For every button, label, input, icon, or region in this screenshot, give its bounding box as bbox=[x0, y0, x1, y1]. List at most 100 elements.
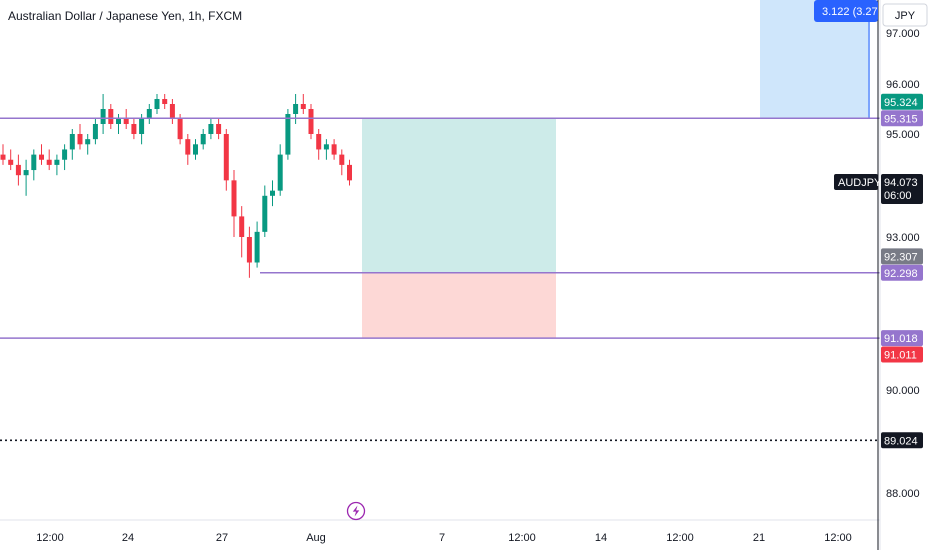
price-badge-bg bbox=[881, 346, 923, 363]
lightning-icon[interactable] bbox=[346, 501, 366, 521]
measure-badge-text: 3.122 (3.27 bbox=[822, 6, 878, 18]
horizontal-levels bbox=[0, 117, 880, 442]
candle bbox=[331, 139, 337, 160]
candle-body bbox=[193, 144, 198, 155]
level-price-badge: 95.315 bbox=[881, 110, 923, 127]
candle-body bbox=[131, 124, 137, 134]
price-badges: 95.315 92.298 91.018 95.324 92.307 91.011 89.0… bbox=[814, 0, 923, 449]
measure-badge[interactable]: 3.122 (3.27 bbox=[814, 0, 878, 22]
candle bbox=[231, 170, 237, 237]
candle bbox=[262, 185, 268, 237]
price-axis[interactable]: 97.000 96.000 95.000 93.000 90.000 88.000 bbox=[886, 28, 920, 500]
time-tick-label: 12:00 bbox=[508, 532, 536, 544]
candle bbox=[54, 154, 60, 176]
price-tick-label: 96.000 bbox=[886, 79, 920, 91]
long-position-profit-zone[interactable] bbox=[362, 118, 556, 273]
candle bbox=[146, 104, 152, 124]
time-tick-label: 12:00 bbox=[36, 532, 64, 544]
candle-body bbox=[169, 104, 175, 119]
candle bbox=[316, 129, 322, 160]
candle bbox=[46, 149, 52, 171]
candle-body bbox=[270, 190, 275, 196]
price-tick-label: 93.000 bbox=[886, 232, 920, 244]
time-tick-label: 14 bbox=[595, 532, 607, 544]
currency-badge[interactable]: JPY bbox=[882, 3, 928, 27]
candle bbox=[139, 114, 145, 145]
price-badge-text: 89.024 bbox=[884, 435, 918, 447]
price-badge-text: 95.324 bbox=[884, 97, 918, 109]
price-badge: 91.011 bbox=[881, 346, 923, 363]
candle bbox=[77, 124, 83, 150]
candle-body bbox=[15, 164, 21, 176]
candle bbox=[339, 149, 345, 176]
price-badge-bg bbox=[881, 248, 923, 265]
candle bbox=[193, 139, 198, 160]
candle-body bbox=[146, 109, 152, 119]
symbol-badge-text: AUDJPY bbox=[838, 177, 882, 189]
candle bbox=[300, 94, 306, 114]
candle bbox=[108, 104, 114, 129]
candle-body bbox=[39, 154, 44, 160]
candle-body bbox=[293, 104, 299, 114]
candle bbox=[323, 139, 329, 160]
candle-body bbox=[262, 195, 268, 232]
candle bbox=[31, 149, 37, 181]
time-tick-label: 7 bbox=[439, 532, 445, 544]
candle-body bbox=[139, 119, 145, 134]
price-badge-bg bbox=[881, 93, 923, 110]
price-badge-bg bbox=[881, 432, 923, 449]
candle-body bbox=[116, 119, 121, 124]
candle-body bbox=[154, 99, 160, 109]
symbol-badge-bg bbox=[834, 174, 878, 190]
candle bbox=[293, 94, 299, 124]
candle-body bbox=[277, 154, 283, 191]
currency-label: JPY bbox=[895, 10, 916, 22]
long-position-loss-zone[interactable] bbox=[362, 272, 556, 339]
candle-body bbox=[185, 139, 191, 155]
price-badge: 89.024 bbox=[881, 432, 923, 449]
measure-badge-bg bbox=[814, 0, 878, 22]
candle-body bbox=[200, 134, 206, 145]
current-price-badge-bg bbox=[881, 174, 923, 204]
time-axis[interactable]: 12:00 24 27 Aug 7 12:00 14 12:00 21 12:00 bbox=[36, 532, 852, 544]
candle-body bbox=[100, 109, 106, 124]
candle bbox=[308, 104, 314, 140]
candle-body bbox=[92, 124, 98, 140]
candle bbox=[15, 154, 21, 186]
candle-body bbox=[216, 124, 222, 134]
price-tick-label: 97.000 bbox=[886, 28, 920, 40]
candle bbox=[200, 129, 206, 150]
level-price-badge-bg bbox=[881, 110, 923, 127]
candle-body bbox=[285, 114, 291, 155]
candle bbox=[254, 221, 260, 268]
candle-body bbox=[162, 99, 168, 104]
level-price-badge-bg bbox=[881, 264, 923, 281]
current-price-badge-text: 94.073 bbox=[884, 177, 918, 189]
price-badge-text: 92.307 bbox=[884, 251, 918, 263]
candle-body bbox=[46, 159, 52, 165]
candle-body bbox=[208, 124, 214, 134]
level-price-badge-text: 95.315 bbox=[884, 113, 918, 125]
candle bbox=[23, 159, 29, 196]
price-tick-label: 95.000 bbox=[886, 129, 920, 141]
candle bbox=[39, 144, 44, 165]
candle bbox=[185, 134, 191, 165]
candle-body bbox=[0, 154, 6, 160]
price-badge: 95.324 bbox=[881, 93, 923, 110]
drawing-zones bbox=[362, 0, 870, 339]
candle bbox=[62, 144, 68, 171]
time-tick-label: 21 bbox=[753, 532, 765, 544]
time-tick-label: 12:00 bbox=[824, 532, 852, 544]
candle-body bbox=[177, 119, 183, 140]
level-price-badge: 92.298 bbox=[881, 264, 923, 281]
candle bbox=[277, 144, 283, 196]
candle-body bbox=[347, 164, 352, 181]
candle bbox=[131, 119, 137, 140]
candle-body bbox=[331, 144, 337, 155]
candle bbox=[177, 114, 183, 145]
candle-body bbox=[62, 149, 68, 160]
candle bbox=[208, 119, 214, 140]
